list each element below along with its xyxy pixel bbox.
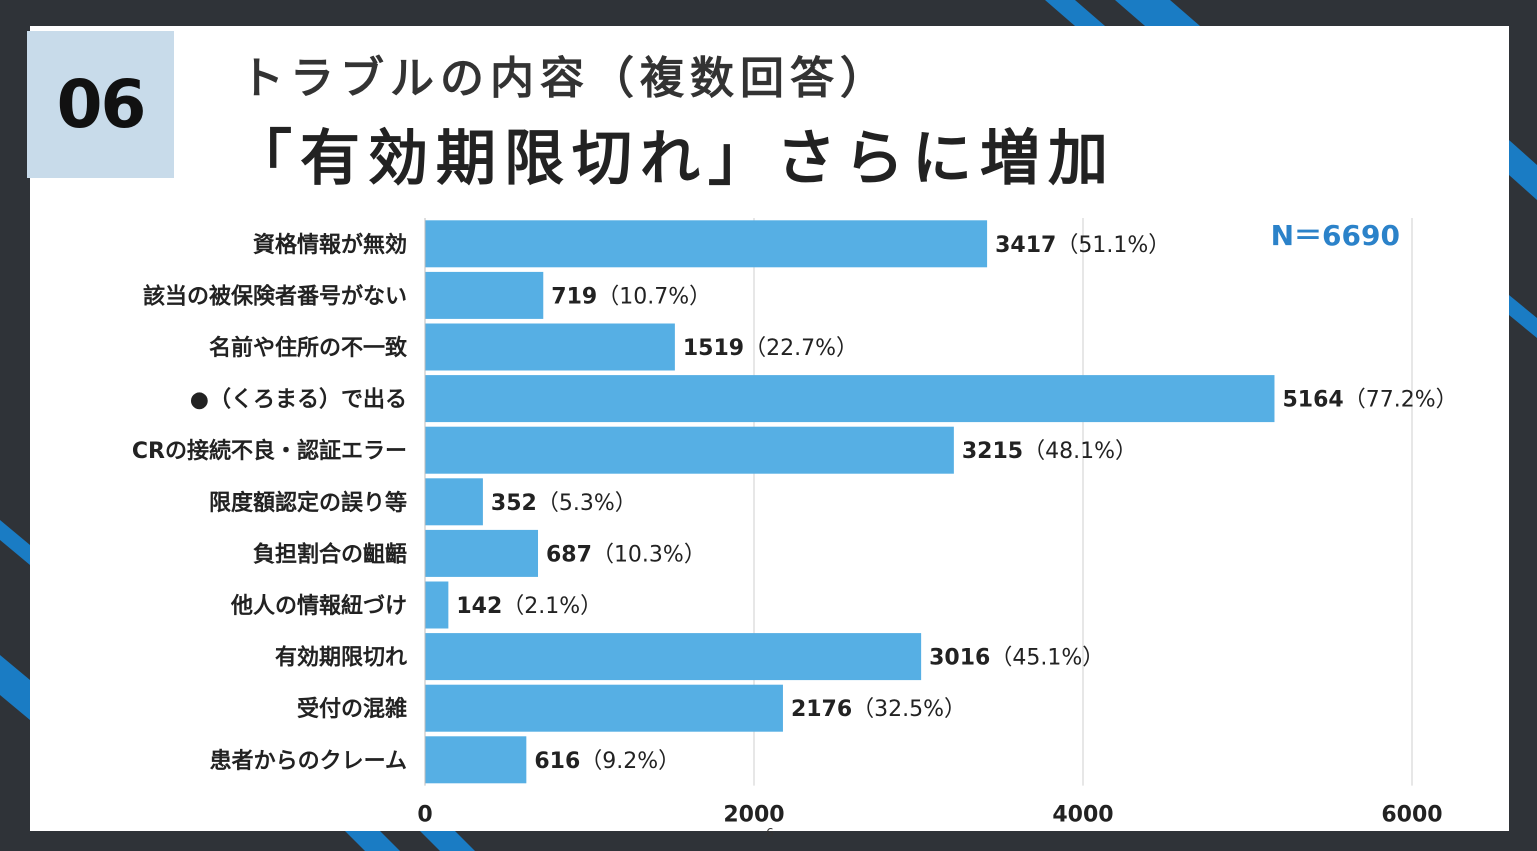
category-label: 患者からのクレーム <box>210 748 407 774</box>
data-label-percent: （32.5%） <box>852 697 966 722</box>
category-label: 有効期限切れ <box>275 645 407 671</box>
category-label: ●（くろまる）で出る <box>190 388 407 413</box>
data-label-value: 687 <box>546 542 592 567</box>
data-label: 142（2.1%） <box>456 594 602 619</box>
data-label-percent: （9.2%） <box>580 749 680 774</box>
category-label: 資格情報が無効 <box>253 232 407 258</box>
data-label-percent: （2.1%） <box>502 594 602 619</box>
data-label-value: 3215 <box>962 439 1023 464</box>
data-label: 616（9.2%） <box>534 749 680 774</box>
data-label: 352（5.3%） <box>491 491 637 516</box>
slide-subtitle: 「有効期限切れ」さらに増加 <box>232 124 1116 194</box>
data-label-percent: （10.7%） <box>597 284 711 309</box>
data-label-percent: （10.3%） <box>592 542 706 567</box>
data-label: 2176（32.5%） <box>791 697 966 722</box>
data-label-value: 616 <box>534 749 580 774</box>
data-label: 687（10.3%） <box>546 542 706 567</box>
bar <box>425 529 539 577</box>
bar <box>425 220 988 268</box>
bar <box>425 478 483 526</box>
data-label-percent: （51.1%） <box>1056 233 1170 258</box>
data-label-value: 1519 <box>683 336 744 361</box>
sample-size-label: N＝6690 <box>1271 219 1400 252</box>
section-number-badge: 06 <box>27 31 174 178</box>
x-tick-label: 0 <box>417 803 432 828</box>
x-tick-label: 2000 <box>723 803 784 828</box>
bar <box>425 684 783 732</box>
category-label: 名前や住所の不一致 <box>209 335 408 361</box>
x-tick-label: 4000 <box>1052 803 1113 828</box>
data-label-value: 3417 <box>995 233 1056 258</box>
data-label-percent: （77.2%） <box>1344 388 1458 413</box>
slide-title: トラブルの内容（複数回答） <box>240 53 890 104</box>
category-label: CRの接続不良・認証エラー <box>132 438 407 464</box>
data-label-percent: （22.7%） <box>744 336 858 361</box>
data-label: 1519（22.7%） <box>683 336 858 361</box>
bar <box>425 271 544 319</box>
data-label-value: 352 <box>491 491 537 516</box>
category-label: 負担割合の齟齬 <box>253 541 407 567</box>
bar <box>425 323 675 371</box>
data-label: 5164（77.2%） <box>1282 388 1457 413</box>
page-number: 6 <box>766 826 774 840</box>
category-label: 該当の被保険者番号がない <box>143 283 407 309</box>
bar <box>425 633 922 681</box>
data-label: 3417（51.1%） <box>995 233 1170 258</box>
category-label: 受付の混雑 <box>297 696 407 722</box>
bar <box>425 375 1275 423</box>
data-label: 3016（45.1%） <box>929 646 1104 671</box>
data-label-value: 3016 <box>929 646 990 671</box>
bar <box>425 736 527 784</box>
bar <box>425 426 954 474</box>
data-label-value: 719 <box>551 284 597 309</box>
data-label-percent: （45.1%） <box>990 646 1104 671</box>
data-label-percent: （5.3%） <box>537 491 637 516</box>
data-label-value: 5164 <box>1282 388 1343 413</box>
data-label-value: 142 <box>456 594 502 619</box>
x-tick-label: 6000 <box>1381 803 1442 828</box>
data-label-value: 2176 <box>791 697 852 722</box>
data-label: 719（10.7%） <box>551 284 711 309</box>
category-label: 他人の情報紐づけ <box>230 593 407 619</box>
bar <box>425 581 449 629</box>
data-label-percent: （48.1%） <box>1023 439 1137 464</box>
data-label: 3215（48.1%） <box>962 439 1137 464</box>
category-label: 限度額認定の誤り等 <box>209 490 407 516</box>
